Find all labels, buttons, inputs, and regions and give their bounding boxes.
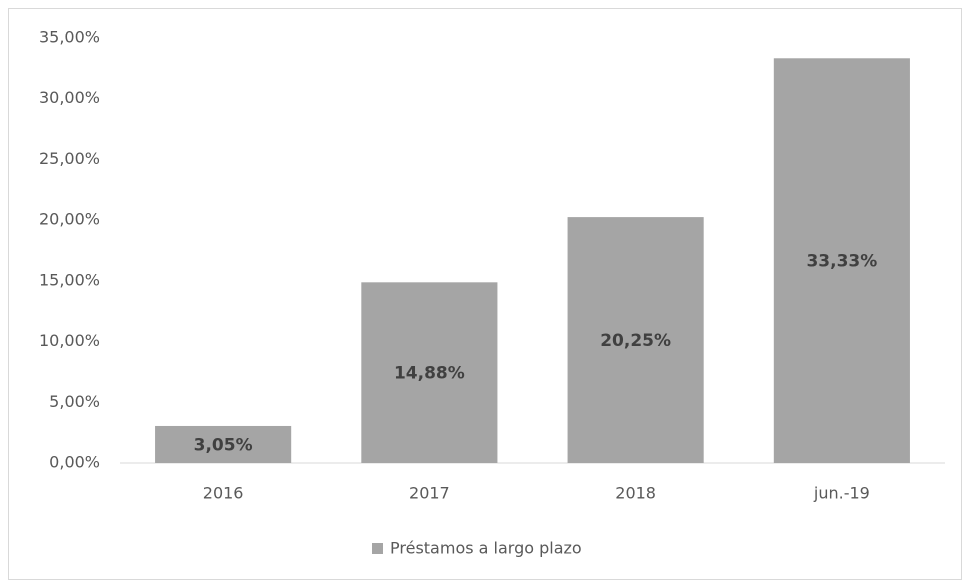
- bar: [361, 282, 498, 463]
- y-tick-label: 10,00%: [39, 331, 100, 350]
- bar: [155, 425, 292, 463]
- y-tick-label: 25,00%: [39, 149, 100, 168]
- y-tick-label: 20,00%: [39, 210, 100, 229]
- x-tick-label: 2016: [203, 484, 244, 503]
- bar: [567, 217, 704, 463]
- data-label: 33,33%: [806, 252, 877, 272]
- data-label: 14,88%: [394, 364, 465, 384]
- data-label: 3,05%: [194, 435, 253, 455]
- y-tick-label: 30,00%: [39, 88, 100, 107]
- x-tick-label: 2017: [409, 484, 450, 503]
- y-tick-label: 15,00%: [39, 270, 100, 289]
- y-tick-label: 5,00%: [49, 392, 100, 411]
- bar: [773, 58, 910, 464]
- y-tick-label: 35,00%: [39, 28, 100, 47]
- legend-swatch: [372, 543, 383, 554]
- x-tick-label: 2018: [615, 484, 656, 503]
- legend-label: Préstamos a largo plazo: [390, 539, 582, 558]
- data-label: 20,25%: [600, 331, 671, 351]
- x-tick-label: jun.-19: [813, 484, 870, 503]
- y-tick-label: 0,00%: [49, 453, 100, 472]
